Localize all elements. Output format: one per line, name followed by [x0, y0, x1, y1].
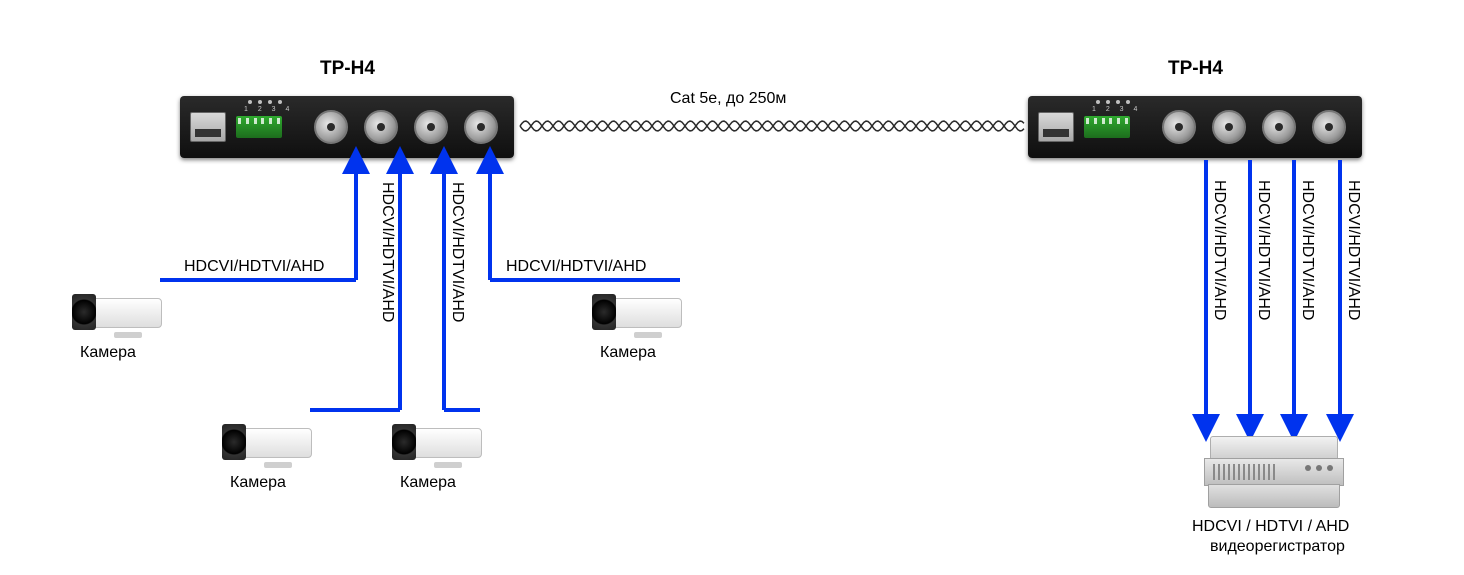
- camera-label: Камера: [80, 344, 136, 362]
- diagram-canvas: TP-H4 TP-H4 1 2 3 4 1 2 3 4 1 2 3 4 1 2: [0, 0, 1464, 575]
- signal-label: HDCVI/HDTVI/AHD: [506, 258, 646, 276]
- camera-label: Камера: [400, 474, 456, 492]
- signal-label-vertical: HDCVI/HDTVI/AHD: [1298, 180, 1316, 320]
- signal-label-vertical: HDCVI/HDTVI/AHD: [1210, 180, 1228, 320]
- camera-icon: [222, 420, 314, 468]
- signal-label-vertical: HDCVI/HDTVI/AHD: [448, 182, 466, 322]
- signal-label-vertical: HDCVI/HDTVI/AHD: [378, 182, 396, 322]
- camera-label: Камера: [230, 474, 286, 492]
- dvr-icon: [1204, 436, 1344, 508]
- signal-label-vertical: HDCVI/HDTVI/AHD: [1254, 180, 1272, 320]
- camera-icon: [72, 290, 164, 338]
- signal-label-vertical: HDCVI/HDTVI/AHD: [1344, 180, 1362, 320]
- camera-label: Камера: [600, 344, 656, 362]
- dvr-caption-line1: HDCVI / HDTVI / AHD: [1192, 518, 1349, 536]
- signal-label: HDCVI/HDTVI/AHD: [184, 258, 324, 276]
- camera-icon: [592, 290, 684, 338]
- dvr-caption-line2: видеорегистратор: [1210, 538, 1345, 556]
- camera-icon: [392, 420, 484, 468]
